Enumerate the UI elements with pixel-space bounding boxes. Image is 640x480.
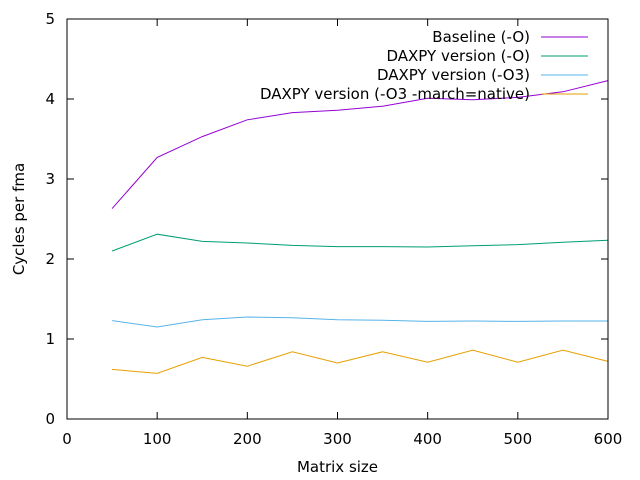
x-tick-label: 0 (62, 430, 72, 448)
y-tick-label: 3 (45, 170, 55, 188)
y-tick-label: 2 (45, 250, 55, 268)
series-lines (111, 80, 609, 374)
x-tick-label: 600 (594, 430, 623, 448)
legend-label-2: DAXPY version (-O) (386, 47, 530, 65)
y-tick-label: 5 (45, 10, 55, 28)
legend-label-3: DAXPY version (-O3) (377, 66, 530, 84)
y-tick-label: 4 (45, 90, 55, 108)
series-line-4 (112, 349, 609, 374)
plot-frame (66, 18, 609, 420)
legend-label-1: Baseline (-O) (432, 28, 530, 46)
x-tick-label: 100 (143, 430, 172, 448)
y-tick-labels: 0 1 2 3 4 5 (45, 10, 55, 428)
x-tick-label: 500 (504, 430, 533, 448)
y-axis-title: Cycles per fma (10, 163, 28, 275)
x-tick-label: 300 (323, 430, 352, 448)
legend: Baseline (-O)DAXPY version (-O)DAXPY ver… (260, 28, 588, 103)
series-line-3 (112, 316, 608, 328)
x-tick-label: 200 (233, 430, 262, 448)
x-axis-title: Matrix size (297, 458, 378, 476)
series-line-2 (111, 233, 609, 252)
x-tick-labels: 0 100 200 300 400 500 600 (62, 430, 622, 448)
x-tick-label: 400 (413, 430, 442, 448)
series-line-1 (111, 80, 609, 209)
y-tick-label: 0 (45, 410, 55, 428)
legend-label-4: DAXPY version (-O3 -march=native) (260, 85, 530, 103)
y-tick-label: 1 (45, 330, 55, 348)
